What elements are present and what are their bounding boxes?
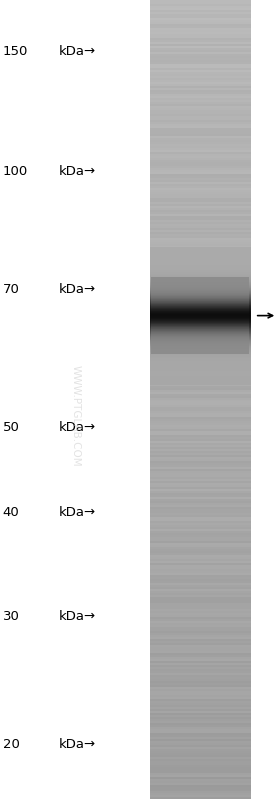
Text: 30: 30 <box>3 610 20 623</box>
Text: 100: 100 <box>3 165 28 178</box>
Text: kDa→: kDa→ <box>59 283 96 296</box>
Text: kDa→: kDa→ <box>59 46 96 58</box>
Text: kDa→: kDa→ <box>59 165 96 178</box>
Text: 50: 50 <box>3 421 20 434</box>
Text: kDa→: kDa→ <box>59 610 96 623</box>
Text: WWW.PTGLAB.COM: WWW.PTGLAB.COM <box>71 364 81 467</box>
Text: 40: 40 <box>3 507 20 519</box>
Text: kDa→: kDa→ <box>59 738 96 751</box>
Text: kDa→: kDa→ <box>59 421 96 434</box>
Text: 20: 20 <box>3 738 20 751</box>
Text: kDa→: kDa→ <box>59 507 96 519</box>
Text: 150: 150 <box>3 46 28 58</box>
Text: 70: 70 <box>3 283 20 296</box>
